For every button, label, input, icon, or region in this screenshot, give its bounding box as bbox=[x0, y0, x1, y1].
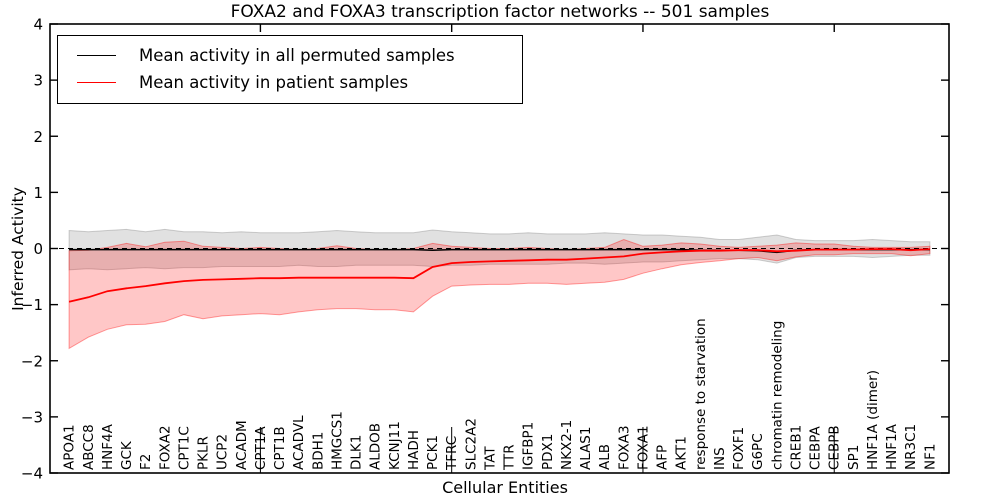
plot-frame bbox=[49, 23, 950, 474]
x-tick-label: F2 bbox=[138, 454, 154, 470]
x-tick-label: GCK bbox=[119, 440, 135, 470]
x-tick-label: CPT1C bbox=[176, 426, 192, 470]
x-tick-label: chromatin remodeling bbox=[769, 321, 785, 470]
x-tick-label: HNF1A (dimer) bbox=[865, 370, 881, 470]
legend-entry: Mean activity in all permuted samples bbox=[58, 42, 522, 69]
band-patient bbox=[68, 238, 931, 350]
x-tick-label: TFRC bbox=[444, 436, 460, 471]
x-tick-label: NKX2-1 bbox=[559, 420, 575, 470]
x-tick-label: INS bbox=[712, 447, 728, 470]
x-tick-label: HNF1A bbox=[884, 423, 900, 470]
x-tick-label: ALB bbox=[597, 444, 613, 470]
legend-line-permuted bbox=[77, 55, 116, 56]
legend-label-patient: Mean activity in patient samples bbox=[139, 73, 409, 92]
x-tick-label: CPT1B bbox=[272, 426, 288, 470]
series-line-patient bbox=[68, 248, 930, 303]
x-tick-label: TTR bbox=[502, 444, 518, 471]
x-tick-label: ACADM bbox=[234, 420, 250, 470]
x-tick-label: HADH bbox=[406, 430, 422, 470]
x-tick-label: PKLR bbox=[196, 436, 212, 470]
x-tick-label: SP1 bbox=[846, 445, 862, 470]
x-tick-label: NF1 bbox=[922, 444, 938, 470]
x-tick-label: KCNJ11 bbox=[387, 421, 403, 470]
legend-line-patient bbox=[77, 82, 116, 83]
y-tick-label: −2 bbox=[21, 352, 43, 370]
x-tick-label: HNF4A bbox=[100, 423, 116, 470]
x-tick-label: CREB1 bbox=[789, 425, 805, 470]
x-tick-label: HMGCS1 bbox=[329, 411, 345, 470]
x-tick-label: ABCC8 bbox=[81, 424, 97, 470]
y-tick-label: 4 bbox=[33, 16, 43, 34]
x-tick-label: G6PC bbox=[750, 433, 766, 470]
y-tick-label: −3 bbox=[21, 408, 43, 426]
x-tick-label: DLK1 bbox=[349, 435, 365, 470]
legend: Mean activity in all permuted samples Me… bbox=[57, 35, 523, 104]
x-tick-label: IGFBP1 bbox=[521, 422, 537, 470]
x-tick-label: ALAS1 bbox=[578, 427, 594, 470]
x-tick-label: FOXA1 bbox=[636, 425, 652, 470]
x-axis-label: Cellular Entities bbox=[442, 478, 568, 497]
x-tick-label: CEBPA bbox=[808, 426, 824, 470]
x-tick-label: NR3C1 bbox=[903, 424, 919, 470]
y-tick-label: −4 bbox=[21, 465, 43, 483]
x-tick-label: UCP2 bbox=[215, 434, 231, 470]
x-tick-label: CEBPB bbox=[827, 425, 843, 470]
y-tick-label: 3 bbox=[33, 72, 43, 90]
x-tick-label: ALDOB bbox=[368, 423, 384, 470]
x-tick-label: FOXF1 bbox=[731, 427, 747, 470]
y-tick-label: 0 bbox=[33, 240, 43, 258]
x-tick-label: PDX1 bbox=[540, 434, 556, 470]
y-tick-label: −1 bbox=[21, 296, 43, 314]
legend-label-permuted: Mean activity in all permuted samples bbox=[139, 46, 455, 65]
x-tick-label: response to starvation bbox=[693, 318, 709, 470]
chart-title: FOXA2 and FOXA3 transcription factor net… bbox=[230, 2, 770, 22]
x-tick-label: BDH1 bbox=[310, 432, 326, 470]
x-tick-label: SLC2A2 bbox=[463, 418, 479, 470]
y-tick-label: 1 bbox=[33, 184, 43, 202]
x-tick-label: PCK1 bbox=[425, 435, 441, 470]
x-tick-label: FOXA2 bbox=[157, 425, 173, 470]
y-tick-label: 2 bbox=[33, 128, 43, 146]
x-tick-label: TAT bbox=[482, 446, 498, 471]
x-tick-label: FOXA3 bbox=[616, 425, 632, 470]
legend-entry: Mean activity in patient samples bbox=[58, 69, 522, 96]
x-tick-label: APOA1 bbox=[62, 424, 78, 470]
x-tick-label: AKT1 bbox=[674, 436, 690, 470]
x-tick-label: AFP bbox=[655, 445, 671, 470]
x-tick-label: ACADVL bbox=[291, 415, 307, 470]
x-tick-label: CPT1A bbox=[253, 426, 269, 470]
